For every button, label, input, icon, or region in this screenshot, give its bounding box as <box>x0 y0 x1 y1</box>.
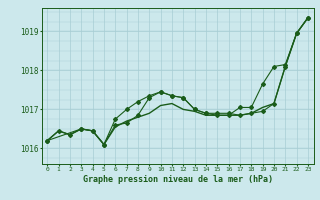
X-axis label: Graphe pression niveau de la mer (hPa): Graphe pression niveau de la mer (hPa) <box>83 175 273 184</box>
